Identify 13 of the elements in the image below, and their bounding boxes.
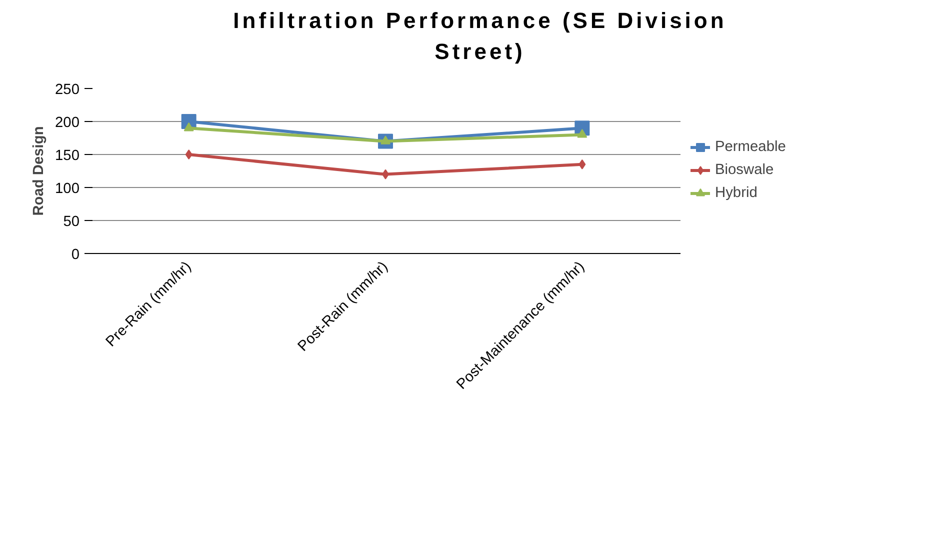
- point: [578, 159, 586, 170]
- legend-label: Permeable: [715, 139, 786, 156]
- y-tick-label: 100: [55, 180, 80, 197]
- legend-label: Bioswale: [715, 162, 774, 178]
- y-tick-label: 150: [55, 148, 80, 164]
- y-tick-label: 200: [55, 114, 80, 131]
- y-tick-label: 250: [55, 82, 80, 98]
- point: [185, 149, 192, 160]
- chart-title: Infiltration Performance (SE Division Street): [232, 7, 728, 66]
- y-tick-label: 0: [71, 246, 80, 263]
- y-tick-label: 50: [63, 214, 80, 230]
- y-axis-title: Road Design: [31, 126, 48, 216]
- legend-label: Hybrid: [715, 185, 758, 202]
